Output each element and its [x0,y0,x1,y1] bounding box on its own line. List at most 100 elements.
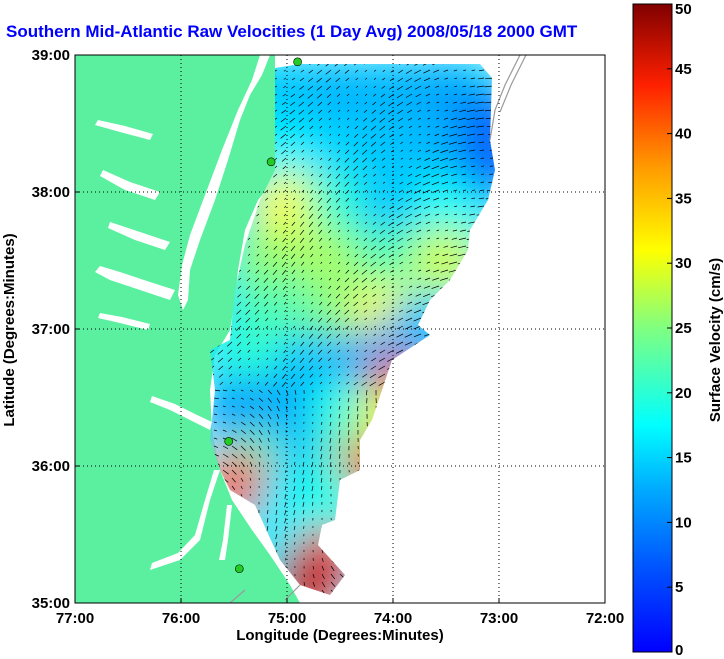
velocity-vector [291,221,296,226]
velocity-vector [303,445,305,449]
velocity-vector [299,229,305,236]
velocity-vector [326,189,332,195]
velocity-vector [329,269,332,273]
velocity-vector [397,205,404,210]
velocity-vector [275,333,278,336]
velocity-vector [283,69,287,72]
velocity-vector [321,565,325,571]
velocity-vector [326,85,332,91]
velocity-vector [320,461,323,468]
velocity-vector [282,365,287,371]
velocity-vector [310,181,314,185]
velocity-vector [373,213,377,217]
velocity-vector [317,221,323,227]
velocity-vector [361,149,368,155]
velocity-vector [335,173,341,179]
velocity-vector [328,237,332,241]
velocity-vector [380,93,386,98]
velocity-vector [378,381,386,386]
velocity-vector [247,349,251,353]
speed-cell [306,116,374,185]
velocity-vector [291,77,296,81]
velocity-vector [329,453,332,460]
velocity-vector [422,293,431,297]
station-marker [235,564,244,574]
velocity-vector [284,541,287,546]
velocity-vector [329,133,332,136]
velocity-vector [344,149,350,155]
velocity-vector [293,293,296,297]
velocity-vector [339,389,341,393]
velocity-vector [409,141,413,144]
velocity-vector [471,197,476,200]
velocity-vector [407,301,413,305]
velocity-vector [462,77,467,80]
velocity-vector [284,509,287,516]
velocity-vector [413,197,422,202]
velocity-vector [254,277,260,283]
velocity-vector [461,173,467,176]
velocity-vector [312,581,316,587]
velocity-vector [388,117,395,123]
velocity-vector [257,237,260,240]
velocity-vector [258,445,262,451]
velocity-vector [238,357,242,362]
velocity-vector [373,181,377,185]
velocity-vector [292,341,296,346]
velocity-vector [372,165,377,170]
velocity-vector [422,189,431,194]
velocity-vector [416,165,422,169]
velocity-vector [379,133,386,139]
velocity-vector [222,421,227,424]
velocity-vector [320,277,323,280]
velocity-vector [276,493,278,498]
velocity-vector [405,213,413,218]
velocity-vector [400,141,404,145]
velocity-vector [337,133,341,137]
velocity-vector [373,333,377,336]
velocity-vector [325,77,332,83]
velocity-vector [397,325,404,330]
velocity-vector [258,469,260,473]
velocity-vector [426,133,431,136]
velocity-vector [434,205,440,209]
velocity-vector [240,485,243,490]
velocity-vector [311,485,314,492]
velocity-vector [405,69,413,74]
velocity-vector [284,197,287,200]
velocity-vector [470,205,476,208]
velocity-vector [347,237,350,240]
velocity-vector [240,477,244,482]
hf-radar-stations [224,57,302,574]
velocity-vector [320,285,323,289]
colorbar [632,3,673,653]
velocity-vector [299,221,305,227]
velocity-vector [257,349,260,353]
velocity-vector [281,157,287,162]
velocity-vector [354,253,359,258]
velocity-vector [440,269,449,273]
velocity-vector [373,301,377,305]
velocity-vector [310,301,314,305]
velocity-vector [338,245,341,248]
velocity-vector [213,453,219,457]
velocity-vector [299,357,305,364]
velocity-vector [318,181,323,186]
velocity-vector [254,285,260,291]
velocity-vector [466,109,476,112]
velocity-vector [395,349,404,354]
velocity-vector [302,501,305,507]
velocity-vector [275,525,278,532]
velocity-vector [469,85,476,88]
velocity-vector [442,253,449,257]
velocity-vector [461,93,467,96]
velocity-vector [479,189,485,191]
velocity-vector [448,269,458,273]
velocity-vector [300,245,305,251]
velocity-vector [408,125,413,129]
velocity-vector [335,301,341,307]
velocity-vector [299,85,305,90]
velocity-vector [471,165,476,168]
velocity-vector [477,133,485,136]
velocity-vector [325,64,332,67]
